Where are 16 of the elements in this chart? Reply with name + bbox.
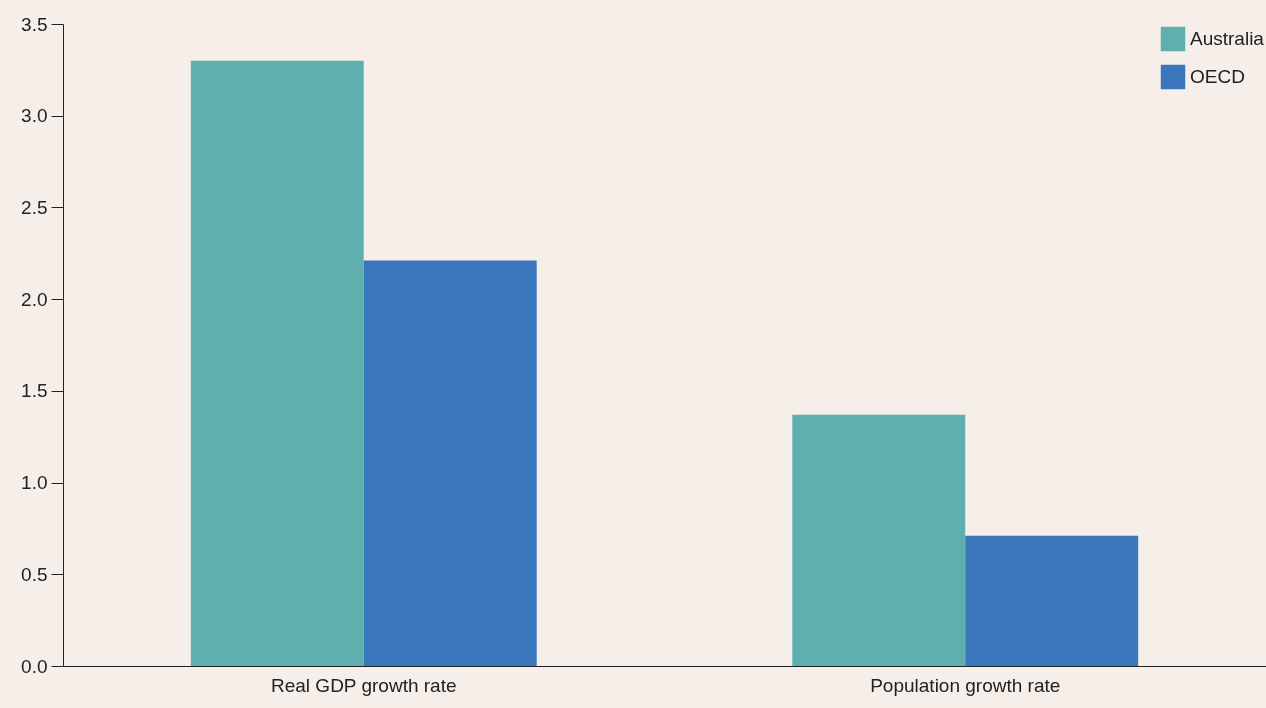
x-tick-label: Real GDP growth rate bbox=[270, 674, 457, 696]
legend-label: OECD bbox=[1190, 66, 1245, 87]
bar bbox=[190, 60, 364, 666]
y-tick-label: 0.0 bbox=[21, 655, 48, 677]
y-tick-label: 0.5 bbox=[21, 563, 48, 585]
y-tick-label: 1.0 bbox=[21, 472, 48, 494]
y-tick-label: 2.5 bbox=[21, 196, 48, 218]
bar bbox=[792, 414, 966, 666]
y-tick-label: 3.5 bbox=[21, 13, 48, 35]
y-tick-label: 2.0 bbox=[21, 288, 48, 310]
bar bbox=[965, 535, 1139, 666]
y-tick-label: 3.0 bbox=[21, 105, 48, 127]
legend-label: Australia bbox=[1190, 28, 1265, 49]
bar bbox=[363, 260, 537, 666]
y-tick-label: 1.5 bbox=[21, 380, 48, 402]
x-tick-label: Population growth rate bbox=[870, 674, 1061, 696]
